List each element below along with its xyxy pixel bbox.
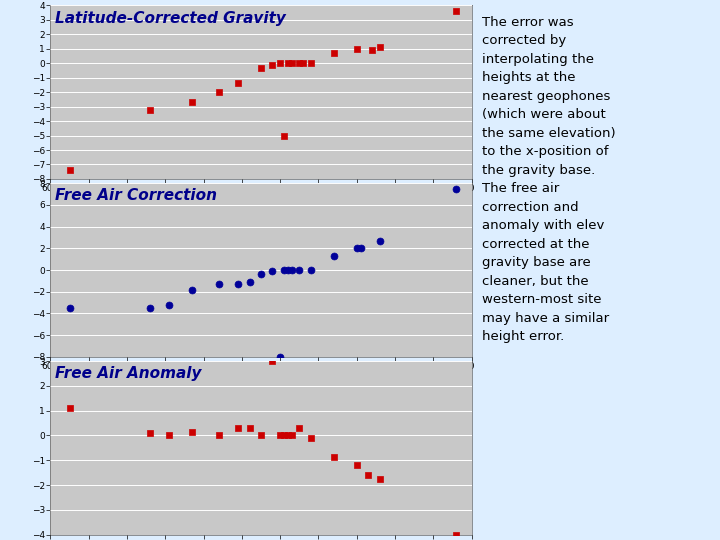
Point [305,59,317,68]
Point [213,280,225,288]
Point [255,63,266,72]
Point [374,475,385,483]
Point [374,237,385,245]
Point [278,131,289,140]
Text: Free Air Anomaly: Free Air Anomaly [55,366,201,381]
Point [282,266,294,274]
Point [64,303,76,312]
Point [233,79,244,88]
Point [451,530,462,539]
Point [366,46,378,55]
Text: The error was
corrected by
interpolating the
heights at the
nearest geophones
(w: The error was corrected by interpolating… [482,16,616,343]
Point [328,252,340,260]
Point [294,59,305,68]
Point [451,184,462,193]
Point [328,452,340,461]
Point [451,7,462,16]
Point [255,431,266,440]
Point [328,49,340,57]
Point [233,280,244,288]
Point [351,244,362,253]
Point [186,285,198,294]
Point [282,59,294,68]
Point [286,59,297,68]
Point [282,431,294,440]
Point [355,244,366,253]
Point [244,424,256,433]
Point [305,266,317,274]
Point [351,44,362,53]
Text: Latitude-Corrected Gravity: Latitude-Corrected Gravity [55,11,286,25]
Point [186,98,198,106]
Point [163,431,175,440]
Point [294,266,305,274]
Point [144,429,156,437]
Point [163,300,175,309]
Text: Free Air Correction: Free Air Correction [55,188,217,204]
Point [233,424,244,433]
Point [144,105,156,114]
Point [278,431,289,440]
Point [286,266,297,274]
Point [294,424,305,433]
Point [351,461,362,469]
Point [274,353,286,361]
Point [64,166,76,174]
Point [186,427,198,436]
Point [266,60,278,69]
Point [278,266,289,274]
Point [297,59,309,68]
Point [374,43,385,52]
Point [274,431,286,440]
Point [64,404,76,413]
Point [144,303,156,312]
Point [244,278,256,286]
Point [266,267,278,275]
Point [213,431,225,440]
Point [266,357,278,366]
Point [274,59,286,68]
Point [213,88,225,97]
Point [255,270,266,279]
Point [362,471,374,480]
Point [305,434,317,442]
Point [286,431,297,440]
